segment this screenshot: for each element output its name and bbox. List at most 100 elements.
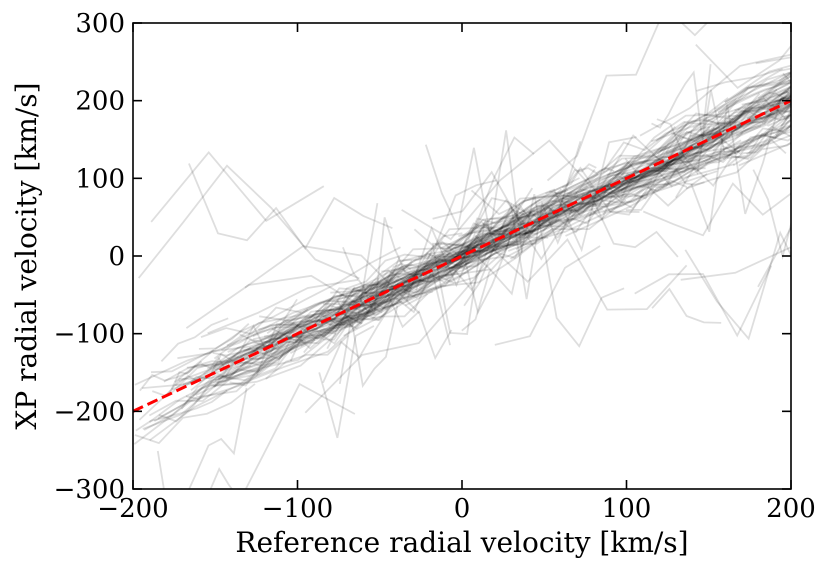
star-track-line [384, 231, 522, 299]
star-track-line [326, 232, 463, 314]
x-tick-label: −200 [97, 494, 168, 524]
star-track-line [652, 157, 711, 187]
star-track-line [437, 223, 554, 282]
star-track-line [609, 104, 791, 195]
star-track-line [549, 190, 679, 258]
star-track-line [244, 245, 420, 314]
star-track-lines [133, 23, 791, 489]
star-track-line [487, 126, 676, 238]
star-track-line [548, 142, 771, 212]
y-tick-label: −100 [54, 320, 125, 350]
star-track-line [446, 220, 534, 249]
star-track-line [405, 219, 525, 284]
star-track-line [657, 72, 791, 156]
star-track-line [199, 292, 385, 380]
star-track-line [563, 175, 647, 213]
star-track-line [328, 219, 560, 329]
star-track-line [318, 325, 375, 439]
star-track-line [263, 259, 440, 338]
star-track-line [137, 164, 360, 280]
star-track-line [670, 99, 738, 141]
y-tick-label: 100 [75, 164, 125, 194]
star-track-line [212, 337, 306, 368]
star-track-line [148, 349, 284, 417]
star-track-line [614, 126, 715, 177]
star-track-line [675, 135, 791, 199]
y-tick-label: −200 [54, 397, 125, 427]
star-track-line [559, 171, 643, 213]
star-track-line [444, 219, 549, 269]
star-track-line [350, 224, 510, 294]
star-track-line [632, 106, 766, 173]
star-track-line [620, 102, 791, 176]
star-track-line [728, 113, 791, 138]
star-track-line [651, 74, 791, 155]
star-track-line [563, 153, 669, 195]
star-track-line [692, 85, 791, 129]
star-track-line [762, 80, 791, 99]
star-track-line [439, 173, 624, 250]
star-track-line [371, 253, 471, 320]
star-track-line [214, 286, 413, 371]
star-track-line [342, 256, 401, 304]
star-track-line [647, 166, 705, 192]
star-track-line [200, 306, 302, 338]
star-track-line [566, 93, 761, 196]
star-track-line [157, 339, 316, 419]
star-track-line [338, 305, 399, 389]
star-track-line [528, 132, 728, 215]
star-track-line [142, 345, 297, 430]
star-track-line [497, 192, 578, 233]
star-track-line [622, 75, 791, 174]
star-track-line [757, 225, 791, 288]
star-track-line [571, 150, 740, 218]
star-track-line [545, 163, 597, 195]
star-track-line [663, 124, 791, 179]
star-track-line [695, 43, 791, 90]
star-track-line [536, 193, 599, 221]
star-track-line [403, 236, 549, 294]
star-track-line [651, 287, 722, 324]
star-track-line [748, 117, 791, 154]
reference-line [133, 99, 791, 413]
star-track-line [749, 125, 791, 143]
star-track-line [502, 127, 716, 244]
star-track-line [239, 319, 313, 344]
star-track-line [395, 273, 450, 301]
star-track-line [336, 289, 453, 361]
star-track-line [579, 105, 791, 195]
star-track-line [746, 103, 791, 119]
y-tick-label: 0 [108, 242, 125, 272]
star-track-line [746, 127, 791, 156]
star-track-line [270, 240, 497, 356]
star-track-line [252, 274, 395, 338]
x-tick-label: 200 [766, 494, 816, 524]
star-track-line [752, 169, 791, 260]
star-track-line [665, 119, 724, 154]
star-track-line [690, 97, 782, 233]
y-tick-label: 300 [75, 9, 125, 39]
star-track-line [614, 136, 731, 193]
star-track-line [706, 85, 791, 135]
star-track-line [359, 262, 412, 301]
star-track-line [602, 132, 744, 214]
star-track-line [642, 182, 791, 237]
star-track-line [565, 139, 755, 237]
star-track-line [343, 197, 573, 337]
star-track-line [358, 293, 429, 322]
star-track-line [709, 92, 791, 159]
star-track-line [547, 131, 722, 224]
star-track-line [392, 194, 579, 289]
star-track-line [150, 349, 215, 374]
star-track-line [724, 64, 791, 103]
star-track-line [624, 130, 693, 173]
star-track-line [198, 323, 250, 350]
star-track-line [383, 272, 459, 309]
x-axis-label: Reference radial velocity [km/s] [235, 526, 688, 559]
star-track-line [303, 312, 366, 354]
star-track-line [680, 246, 791, 281]
star-track-line [714, 88, 778, 131]
star-track-line [568, 161, 669, 216]
star-track-line [180, 467, 234, 489]
